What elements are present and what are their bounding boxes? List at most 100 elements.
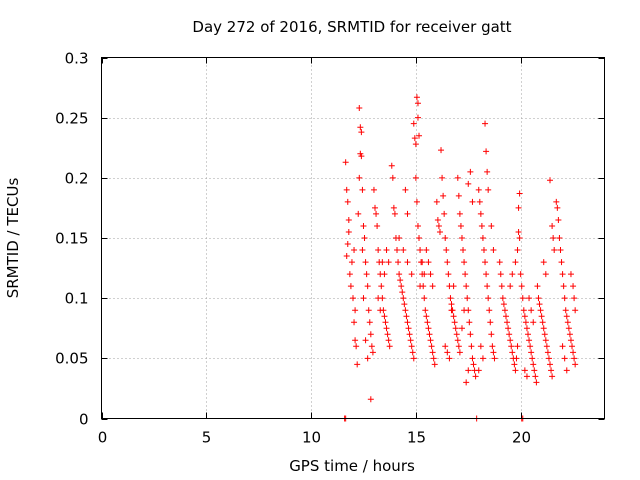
data-point — [438, 147, 445, 154]
y-tick-label: 0.3 — [65, 50, 89, 68]
y-tick-label: 0.2 — [65, 170, 89, 188]
data-point — [426, 331, 433, 338]
data-point — [375, 247, 382, 254]
data-point — [558, 259, 565, 266]
data-point — [539, 319, 546, 326]
data-point — [502, 313, 509, 320]
data-point — [572, 361, 579, 368]
data-point — [465, 367, 472, 374]
data-point — [368, 343, 375, 350]
data-point — [416, 235, 423, 241]
data-point — [541, 331, 548, 338]
data-point — [442, 235, 449, 241]
x-tick-label: 20 — [512, 429, 531, 447]
data-point — [423, 247, 430, 254]
data-point — [559, 271, 566, 278]
data-point — [344, 241, 351, 248]
data-point — [352, 307, 359, 314]
data-point — [569, 343, 576, 350]
y-tick-label: 0.05 — [55, 350, 88, 368]
data-point — [483, 271, 490, 278]
data-point — [356, 105, 363, 112]
data-point — [464, 295, 471, 302]
data-point — [346, 271, 353, 278]
data-point — [570, 283, 577, 290]
data-point — [547, 361, 554, 368]
data-point — [364, 283, 371, 290]
data-point — [490, 349, 497, 356]
data-point — [454, 337, 461, 344]
data-point — [362, 337, 369, 344]
data-point — [377, 307, 384, 314]
data-point — [355, 210, 362, 217]
data-point — [467, 168, 474, 175]
tick-marks — [101, 57, 605, 420]
data-point — [360, 222, 367, 229]
data-point — [485, 186, 492, 193]
data-point — [537, 307, 544, 314]
data-point — [542, 271, 549, 278]
data-point — [369, 349, 376, 356]
data-point — [543, 343, 550, 350]
data-point — [514, 247, 521, 254]
data-point — [412, 141, 419, 148]
data-point — [509, 271, 516, 278]
data-point — [456, 349, 463, 356]
data-point — [364, 355, 371, 362]
data-point — [397, 277, 404, 284]
data-point — [525, 331, 532, 338]
data-point — [572, 307, 579, 314]
data-point — [422, 307, 429, 314]
data-point — [468, 343, 475, 350]
y-tick-label: 0 — [79, 411, 89, 429]
data-point — [530, 319, 537, 326]
data-point — [441, 210, 448, 217]
x-tick-label: 15 — [407, 429, 426, 447]
data-point — [466, 319, 473, 326]
data-point — [381, 271, 388, 278]
data-point — [433, 198, 440, 205]
data-point — [507, 283, 514, 290]
data-point — [515, 228, 522, 235]
data-point — [427, 271, 434, 278]
data-point — [356, 174, 363, 181]
data-point — [425, 325, 432, 332]
data-point — [367, 396, 374, 403]
data-point — [442, 343, 449, 350]
data-point — [421, 271, 428, 278]
data-point — [427, 337, 434, 344]
data-point — [538, 313, 545, 320]
data-point — [403, 313, 410, 320]
data-point — [458, 235, 465, 241]
data-point — [526, 337, 533, 344]
plot-frame — [101, 57, 605, 419]
data-point — [357, 124, 364, 131]
data-point — [478, 222, 485, 229]
data-point — [347, 283, 354, 290]
data-point — [425, 259, 432, 266]
data-point — [523, 373, 530, 380]
data-point — [469, 355, 476, 362]
data-point — [408, 343, 415, 350]
data-point — [476, 198, 483, 205]
data-point — [434, 216, 441, 223]
data-point — [450, 283, 457, 290]
data-point — [391, 210, 398, 217]
data-point — [382, 319, 389, 326]
data-point — [521, 367, 528, 374]
data-point — [548, 367, 555, 374]
data-point — [345, 216, 352, 223]
data-point — [489, 343, 496, 350]
data-point — [383, 325, 390, 332]
data-point — [553, 198, 560, 205]
data-point — [472, 373, 479, 380]
data-point — [444, 349, 451, 356]
data-point — [359, 186, 366, 193]
data-point — [560, 283, 567, 290]
data-point — [530, 361, 537, 368]
grid-layer — [101, 57, 605, 419]
data-point — [518, 283, 525, 290]
data-point — [345, 228, 352, 235]
data-point — [366, 319, 373, 326]
